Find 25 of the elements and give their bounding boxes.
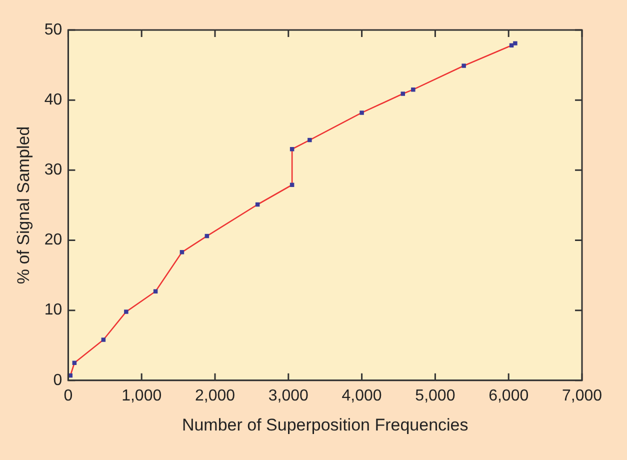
x-tick-label: 4,000 xyxy=(342,387,382,404)
x-tick-label: 5,000 xyxy=(415,387,456,404)
point xyxy=(400,92,406,96)
x-tick-label: 2,000 xyxy=(194,387,236,404)
x-tick-label: 1,000 xyxy=(122,387,162,404)
x-axis-title: Number of Superposition Frequencies xyxy=(182,415,468,434)
y-axis-title: % of Signal Sampled xyxy=(14,126,33,284)
point xyxy=(124,310,128,314)
point xyxy=(462,64,466,68)
point xyxy=(308,138,312,142)
x-tick-label: 7,000 xyxy=(562,387,602,404)
point xyxy=(101,338,106,342)
x-tick-label: 6,000 xyxy=(488,387,529,404)
y-tick-label: 40 xyxy=(44,91,62,108)
point xyxy=(513,41,518,46)
y-tick-label: 10 xyxy=(44,302,62,319)
y-tick-label: 30 xyxy=(44,162,62,179)
point xyxy=(360,110,364,115)
point xyxy=(290,147,294,152)
y-tick-label: 0 xyxy=(53,372,62,389)
x-tick-label: 3,000 xyxy=(268,387,309,404)
point xyxy=(411,87,416,92)
y-tick-label: 50 xyxy=(44,21,62,38)
y-tick-label: 20 xyxy=(44,232,62,249)
point xyxy=(180,250,184,254)
